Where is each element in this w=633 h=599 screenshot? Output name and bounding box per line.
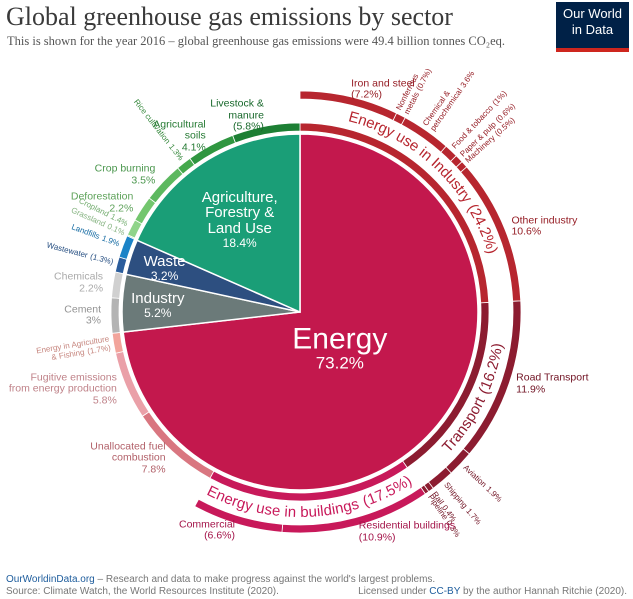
segment-name: Commercial (178, 517, 235, 530)
segment-label: Fugitive emissions from energy productio… (8, 371, 117, 408)
sector-value: 73.2% (315, 353, 364, 373)
sector-label: Waste 3.2% (144, 254, 186, 282)
segment-name: Cement (64, 303, 102, 316)
segment-name: Residential buildings (358, 519, 456, 532)
segment-value: (7.2%) (351, 88, 383, 101)
sector-value: 5.2% (144, 305, 172, 320)
segment-name: Chemicals (54, 270, 104, 283)
segment-label: Wastewater(1.3%) (46, 240, 115, 268)
segment-name: Chemical & petrochemical (420, 86, 464, 133)
segment-value: 2.2% (109, 202, 134, 215)
chart-subtitle: This is shown for the year 2016 – global… (7, 34, 506, 48)
segment-label: Road Transport 11.9% (516, 371, 589, 396)
segment-label: Iron and steel (7.2%) (351, 77, 415, 101)
site-link[interactable]: OurWorldinData.org (6, 574, 95, 585)
segment-value: 7.8% (141, 463, 166, 476)
segment-value: (6.6%) (204, 529, 235, 542)
sector-name: Waste (143, 252, 186, 270)
sector-name: Energy (292, 321, 388, 355)
segment-value: 3.5% (131, 174, 156, 187)
segment-name: Unallocated fuel combustion (90, 440, 166, 464)
segment-name: Aviation (461, 462, 488, 489)
footer-line: OurWorldinData.org – Research and data t… (6, 574, 435, 585)
segment-label: Cement 3% (64, 303, 102, 327)
source: Source: Climate Watch, the World Resourc… (6, 586, 279, 597)
segment-label: Energy in Agriculture & Fishing(1.7%) (35, 334, 111, 365)
subsubsectors-segment (194, 498, 284, 533)
segment-value: 2.2% (79, 282, 104, 295)
segment-label: Aviation1.9% (461, 462, 504, 504)
segment-value: 4.1% (181, 141, 206, 154)
segment-name: Deforestation (70, 190, 134, 203)
segment-value: 10.6% (511, 225, 542, 238)
segment-label: Chemicals 2.2% (54, 270, 104, 295)
sectors-segment (136, 133, 301, 314)
segment-value: 11.9% (516, 383, 546, 396)
sector-name: Industry (131, 289, 185, 307)
sector-value: 18.4% (222, 235, 257, 250)
segment-value: (5.8%) (233, 121, 264, 134)
segment-label: Livestock & manure (5.8%) (210, 97, 264, 134)
segment-label: Crop burning 3.5% (94, 162, 156, 187)
segment-value: 1.9% (483, 484, 504, 504)
segment-value: 3.6% (458, 68, 477, 89)
segment-value: 1.7% (464, 506, 483, 527)
segment-label: Unallocated fuel combustion 7.8% (90, 441, 165, 476)
tagline: – Research and data to make progress aga… (97, 574, 436, 585)
segment-name: Wastewater (46, 240, 89, 261)
segment-name: Other industry (511, 214, 578, 227)
segment-label: Other industry 10.6% (511, 214, 578, 238)
sector-value: 3.2% (150, 268, 179, 283)
segment-value: (1.3%) (89, 252, 115, 267)
sector-name: Agriculture, Forestry & Land Use (201, 188, 278, 238)
logo[interactable]: Our World in Data (556, 2, 629, 52)
license-suffix: by the author Hannah Ritchie (2020). (463, 586, 627, 597)
subsectors-segment (232, 122, 301, 144)
license-link[interactable]: CC-BY (429, 586, 461, 597)
segment-name: Crop burning (94, 162, 156, 175)
segment-label: Commercial (6.6%) (178, 517, 235, 542)
segment-name: Iron and steel (351, 77, 415, 90)
license-prefix: Licensed under (358, 586, 427, 597)
segment-label: Deforestation 2.2% (70, 190, 134, 215)
sector-label: Agriculture, Forestry & Land Use 18.4% (201, 188, 278, 250)
segment-label: Agricultural soils 4.1% (153, 119, 206, 154)
segment-value: 3% (85, 314, 102, 327)
segment-name: Fugitive emissions from energy productio… (8, 371, 117, 396)
segment-name: Road Transport (516, 371, 589, 384)
chart-title: Global greenhouse gas emissions by secto… (6, 2, 453, 31)
segment-name: Agricultural soils (153, 118, 206, 142)
sector-label: Industry 5.2% (131, 289, 185, 320)
license: Licensed under CC-BY by the author Hanna… (358, 586, 627, 597)
segment-label: Residential buildings (10.9%) (358, 519, 456, 544)
segment-value: 5.8% (92, 394, 117, 407)
segment-value: (10.9%) (358, 531, 396, 544)
sector-label: Energy 73.2% (292, 323, 387, 372)
segment-name: Livestock & manure (210, 97, 264, 122)
